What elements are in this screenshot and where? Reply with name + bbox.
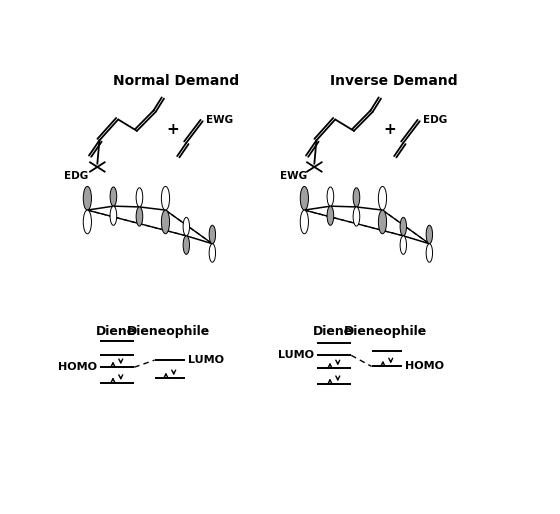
Text: HOMO: HOMO	[405, 361, 445, 372]
Ellipse shape	[83, 187, 91, 210]
Text: +: +	[166, 122, 179, 137]
Text: Diene: Diene	[95, 325, 136, 338]
Ellipse shape	[327, 206, 334, 225]
Text: Inverse Demand: Inverse Demand	[329, 75, 457, 88]
Text: Normal Demand: Normal Demand	[113, 75, 239, 88]
Ellipse shape	[300, 210, 309, 234]
Text: EWG: EWG	[207, 115, 234, 124]
Text: EDG: EDG	[423, 115, 447, 124]
Ellipse shape	[426, 244, 432, 262]
Ellipse shape	[209, 225, 216, 244]
Ellipse shape	[136, 188, 143, 207]
Ellipse shape	[110, 187, 116, 206]
Ellipse shape	[379, 187, 386, 210]
Ellipse shape	[183, 236, 189, 254]
Text: LUMO: LUMO	[189, 355, 225, 365]
Ellipse shape	[426, 225, 432, 244]
Ellipse shape	[353, 188, 360, 207]
Text: EWG: EWG	[280, 172, 307, 181]
Ellipse shape	[327, 187, 334, 206]
Text: LUMO: LUMO	[278, 351, 314, 360]
Ellipse shape	[161, 210, 170, 234]
Ellipse shape	[400, 236, 407, 254]
Ellipse shape	[136, 207, 143, 226]
Ellipse shape	[400, 217, 407, 236]
Text: +: +	[384, 122, 396, 137]
Text: Diene: Diene	[312, 325, 353, 338]
Ellipse shape	[379, 210, 386, 234]
Text: Dieneophile: Dieneophile	[344, 325, 428, 338]
Ellipse shape	[209, 244, 216, 262]
Text: EDG: EDG	[64, 172, 88, 181]
Text: HOMO: HOMO	[58, 362, 97, 372]
Text: Dieneophile: Dieneophile	[127, 325, 211, 338]
Ellipse shape	[83, 210, 91, 234]
Ellipse shape	[110, 206, 116, 225]
Ellipse shape	[353, 207, 360, 226]
Ellipse shape	[300, 187, 309, 210]
Ellipse shape	[161, 187, 170, 210]
Ellipse shape	[183, 217, 189, 236]
